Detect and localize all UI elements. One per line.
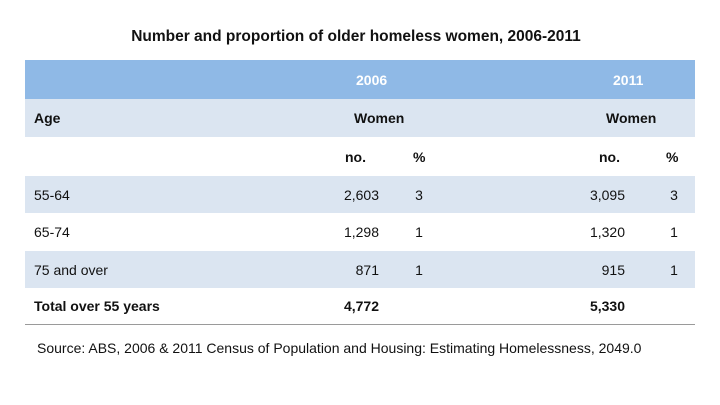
year-2006-header: 2006	[356, 71, 388, 88]
women-2011-header: Women	[606, 110, 657, 126]
pct-2011-header: %	[666, 148, 679, 165]
source-note: Source: ABS, 2006 & 2011 Census of Popul…	[37, 340, 642, 356]
age-cell: 55-64	[34, 186, 70, 203]
table-row: 75 and over 871 1 915 1	[25, 251, 695, 288]
no-2011-cell: 915	[601, 261, 625, 278]
women-2006-header: Women	[354, 110, 405, 126]
no-2011-cell: 1,320	[589, 224, 625, 240]
subheader-row: no. % no. %	[25, 137, 695, 176]
table-row: 55-64 2,603 3 3,095 3	[25, 176, 695, 213]
pct-2011-cell: 1	[670, 224, 678, 240]
total-label: Total over 55 years	[34, 298, 160, 314]
total-2011-cell: 5,330	[589, 298, 625, 314]
no-2006-cell: 1,298	[343, 224, 379, 240]
total-2006-cell: 4,772	[343, 298, 379, 314]
age-cell: 65-74	[34, 224, 70, 240]
age-cell: 75 and over	[34, 261, 108, 278]
table-title: Number and proportion of older homeless …	[131, 28, 581, 45]
pct-2011-cell: 3	[670, 186, 678, 203]
no-2006-header: no.	[345, 148, 366, 165]
total-row: Total over 55 years 4,772 5,330	[25, 288, 695, 325]
pct-2006-cell: 3	[415, 186, 423, 203]
age-header: Age	[34, 110, 61, 126]
no-2011-header: no.	[599, 148, 620, 165]
group-header-row: Age Women Women	[25, 99, 695, 137]
year-header-row: 2006 2011	[25, 60, 695, 99]
pct-2006-header: %	[413, 148, 426, 165]
pct-2011-cell: 1	[670, 261, 678, 278]
table-row: 65-74 1,298 1 1,320 1	[25, 213, 695, 251]
homeless-women-table: 2006 2011 Age Women Women no. % no. % 55…	[25, 60, 695, 325]
no-2006-cell: 2,603	[343, 186, 379, 203]
no-2011-cell: 3,095	[589, 186, 625, 203]
pct-2006-cell: 1	[415, 261, 423, 278]
year-2011-header: 2011	[613, 71, 644, 88]
pct-2006-cell: 1	[415, 224, 423, 240]
no-2006-cell: 871	[355, 261, 379, 278]
